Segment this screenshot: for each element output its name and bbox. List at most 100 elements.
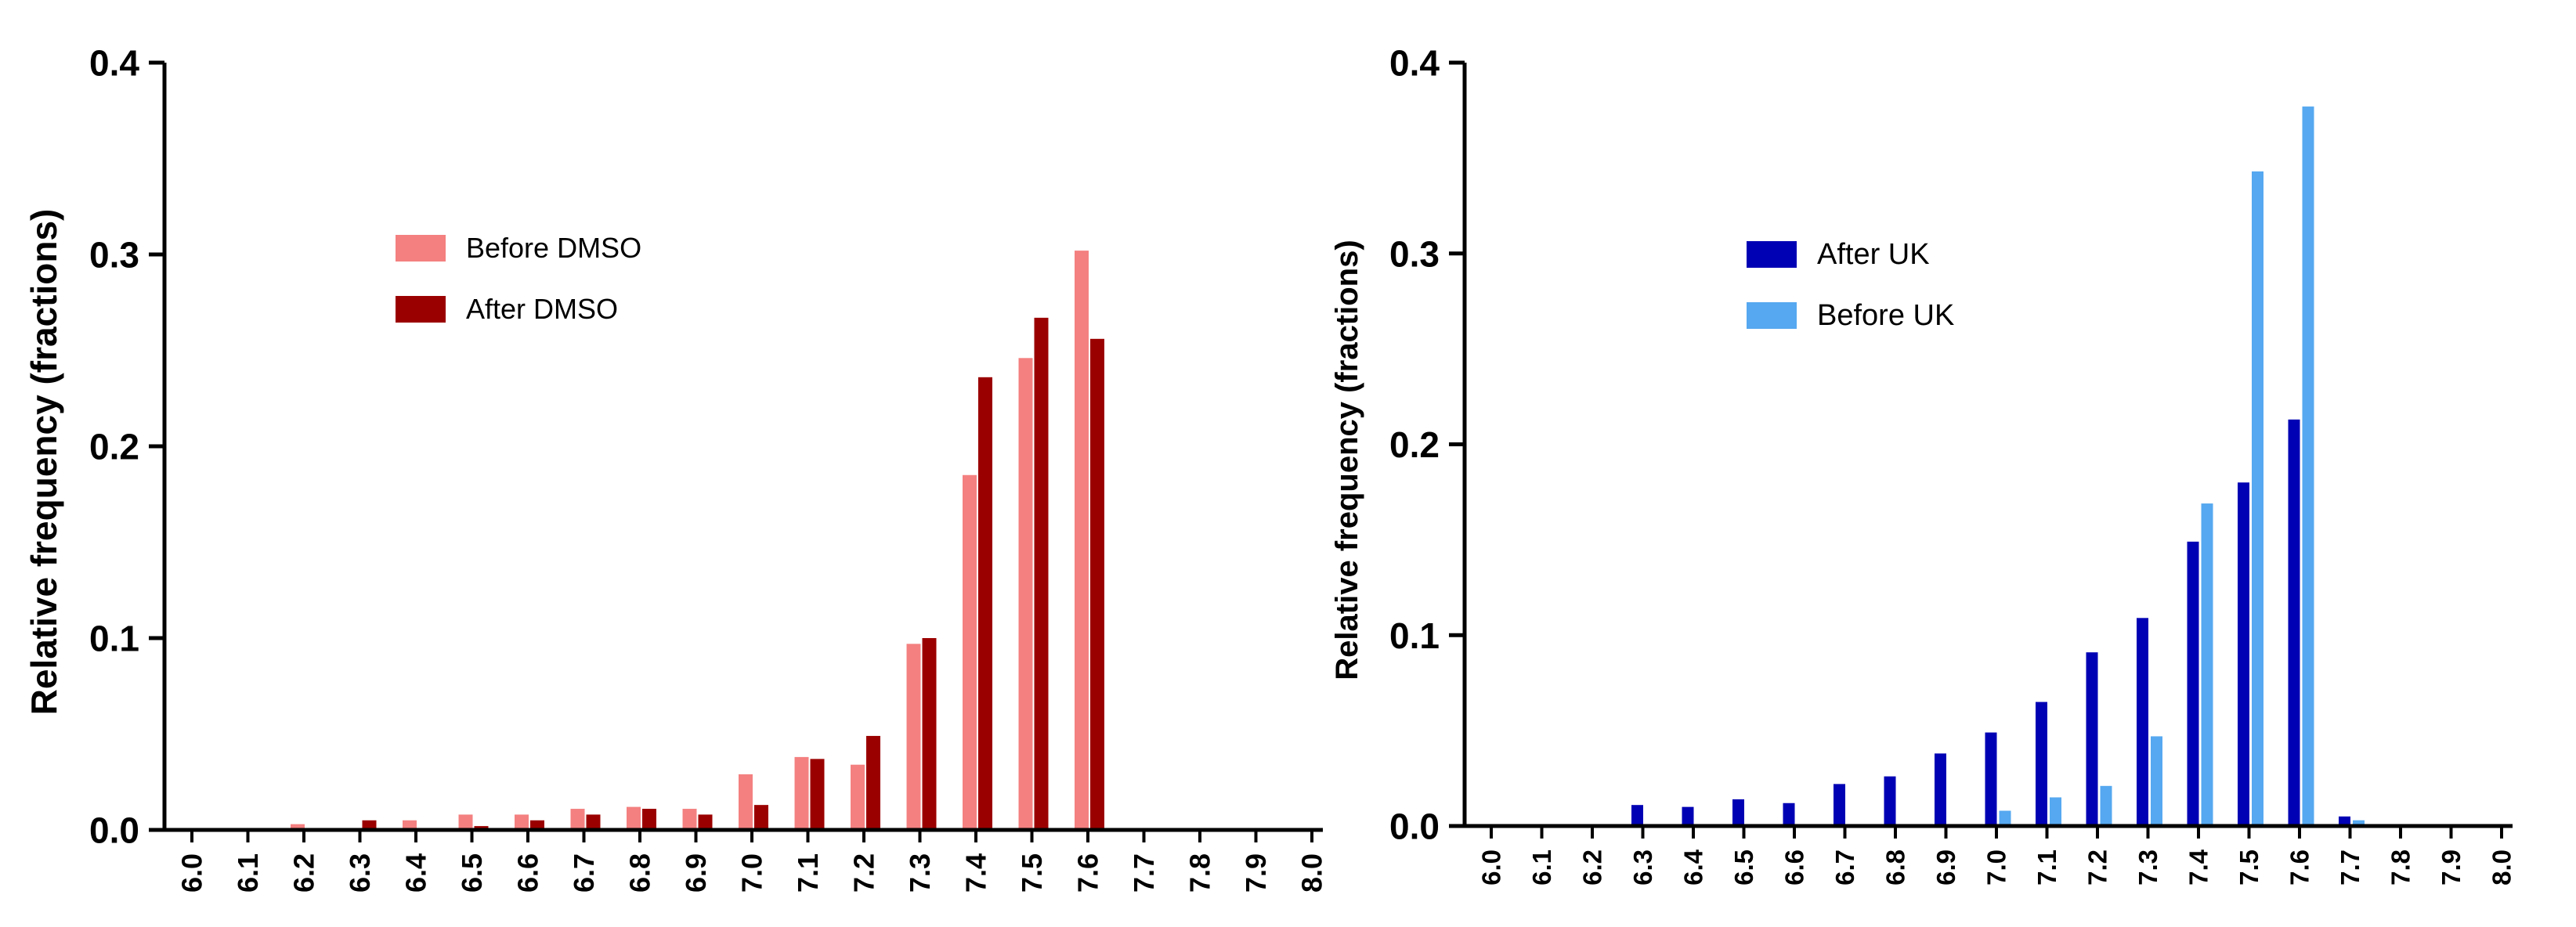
legend: After UK Before UK bbox=[1747, 238, 1954, 332]
legend-swatch bbox=[396, 235, 446, 262]
y-tick-label: 0.2 bbox=[1389, 424, 1440, 465]
x-tick-label: 6.6 bbox=[512, 853, 544, 893]
x-tick-label: 6.1 bbox=[1527, 849, 1556, 886]
x-tick-label: 6.9 bbox=[1931, 849, 1960, 886]
bar bbox=[2137, 618, 2148, 826]
y-axis-ticks: 0.0 0.1 0.2 0.3 0.4 bbox=[1389, 43, 1465, 847]
bar bbox=[1884, 776, 1896, 826]
bar bbox=[739, 774, 753, 830]
bar bbox=[2201, 503, 2213, 826]
y-tick-label: 0.0 bbox=[1389, 806, 1440, 847]
chart-before-after-uk: Relative frequency (fractions) 0.0 0.1 0.2… bbox=[1330, 43, 2516, 886]
y-axis-title: Relative frequency (fractions) bbox=[23, 209, 64, 716]
bar bbox=[2100, 785, 2112, 826]
y-tick-label: 0.1 bbox=[1389, 615, 1440, 656]
bar bbox=[1075, 251, 1089, 831]
bar bbox=[1935, 753, 1946, 826]
bar bbox=[810, 759, 825, 830]
x-tick-label: 7.0 bbox=[1982, 849, 2011, 886]
bar bbox=[851, 764, 865, 830]
bar bbox=[682, 809, 697, 830]
bar bbox=[627, 806, 641, 830]
y-tick-label: 0.4 bbox=[1389, 43, 1440, 84]
x-tick-label: 7.0 bbox=[736, 853, 768, 893]
bar bbox=[362, 820, 377, 830]
legend-label: Before UK bbox=[1817, 299, 1954, 332]
bar bbox=[2353, 820, 2365, 826]
legend-swatch bbox=[396, 296, 446, 323]
x-tick-label: 6.1 bbox=[232, 853, 264, 893]
x-tick-label: 6.9 bbox=[680, 853, 712, 893]
bar bbox=[570, 809, 585, 830]
y-tick-label: 0.3 bbox=[1389, 233, 1440, 274]
y-axis-title: Relative frequency (fractions) bbox=[1330, 240, 1364, 680]
bar bbox=[698, 814, 713, 830]
bar bbox=[2302, 106, 2314, 826]
bar bbox=[458, 814, 473, 830]
bar-series-group bbox=[291, 251, 1104, 831]
bar bbox=[1732, 799, 1744, 826]
bar bbox=[1631, 805, 1643, 826]
bar bbox=[642, 809, 656, 830]
x-tick-label: 6.2 bbox=[1578, 849, 1607, 886]
bar bbox=[1034, 317, 1049, 831]
x-tick-label: 6.3 bbox=[344, 853, 376, 893]
x-tick-label: 7.1 bbox=[2032, 849, 2061, 886]
bar bbox=[1783, 803, 1795, 826]
x-tick-label: 7.5 bbox=[1016, 853, 1048, 893]
x-tick-label: 6.3 bbox=[1628, 849, 1657, 886]
x-tick-label: 6.8 bbox=[1881, 849, 1910, 886]
x-tick-label: 6.5 bbox=[1729, 849, 1758, 886]
y-tick-label: 0.3 bbox=[89, 235, 139, 276]
y-axis-ticks: 0.0 0.1 0.2 0.3 0.4 bbox=[89, 43, 164, 851]
bar bbox=[1018, 358, 1033, 830]
x-tick-label: 7.6 bbox=[2285, 849, 2314, 886]
x-tick-label: 7.2 bbox=[848, 853, 880, 893]
y-tick-label: 0.2 bbox=[89, 427, 139, 467]
x-axis-ticks: 6.0 6.1 6.2 6.3 6.4 6.5 6.6 6.7 6.8 6.9 7.0 7.1 7.2 7… bbox=[1477, 826, 2516, 886]
bar bbox=[2036, 702, 2047, 826]
x-tick-label: 7.3 bbox=[904, 853, 936, 893]
x-tick-label: 7.9 bbox=[2437, 849, 2466, 886]
bar bbox=[866, 735, 880, 830]
bar bbox=[794, 756, 809, 830]
x-tick-label: 7.7 bbox=[2336, 849, 2365, 886]
bar bbox=[1834, 784, 1845, 826]
bar bbox=[906, 644, 921, 830]
bar bbox=[963, 474, 977, 830]
bar bbox=[1090, 338, 1104, 830]
bar bbox=[2339, 816, 2350, 826]
bar bbox=[2288, 419, 2300, 826]
x-tick-label: 6.2 bbox=[288, 853, 320, 893]
bar bbox=[1999, 810, 2011, 826]
x-tick-label: 7.8 bbox=[1184, 853, 1216, 893]
bar bbox=[1985, 732, 1997, 826]
legend-label: After DMSO bbox=[466, 293, 618, 325]
bar bbox=[922, 638, 937, 830]
x-tick-label: 7.7 bbox=[1128, 853, 1160, 893]
legend-swatch bbox=[1747, 302, 1797, 329]
x-tick-label: 7.9 bbox=[1240, 853, 1272, 893]
legend-label: After UK bbox=[1817, 238, 1930, 271]
bar bbox=[2252, 171, 2263, 826]
x-tick-label: 6.6 bbox=[1780, 849, 1809, 886]
x-tick-label: 6.0 bbox=[1477, 849, 1506, 886]
bar bbox=[2238, 482, 2249, 826]
x-tick-label: 7.5 bbox=[2235, 849, 2263, 886]
x-tick-label: 7.6 bbox=[1072, 853, 1104, 893]
bar bbox=[754, 805, 768, 830]
x-axis-ticks: 6.0 6.1 6.2 6.3 6.4 6.5 6.6 6.7 6.8 6.9 7.0 7.1 7.2 7… bbox=[176, 830, 1328, 893]
bar bbox=[2086, 652, 2098, 826]
bar bbox=[515, 814, 529, 830]
x-tick-label: 7.4 bbox=[2184, 849, 2213, 886]
bar bbox=[1682, 806, 1694, 826]
chart-before-after-dmso: Relative frequency (fractions) 0.0 0.1 0.2… bbox=[23, 43, 1328, 893]
x-tick-label: 7.8 bbox=[2386, 849, 2415, 886]
x-tick-label: 6.5 bbox=[456, 853, 488, 893]
bar bbox=[978, 377, 992, 830]
x-tick-label: 7.2 bbox=[2083, 849, 2112, 886]
x-tick-label: 6.4 bbox=[400, 853, 432, 893]
bar bbox=[586, 814, 601, 830]
x-tick-label: 6.8 bbox=[624, 853, 656, 893]
